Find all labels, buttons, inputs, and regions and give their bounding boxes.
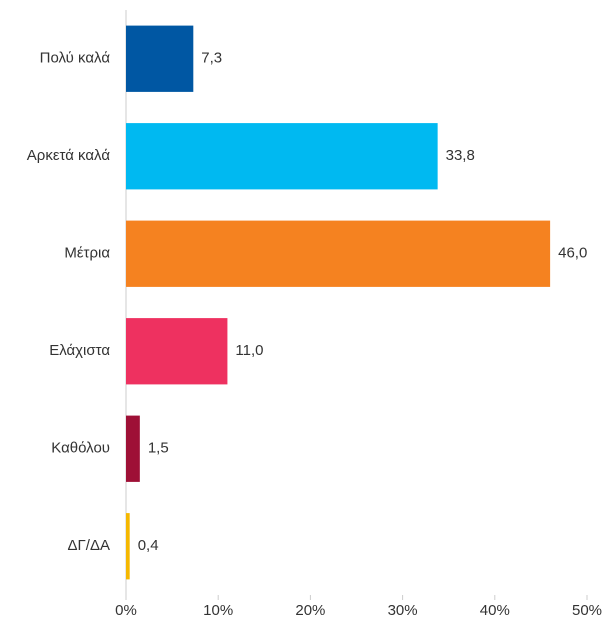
x-tick-label: 30% [388,602,418,619]
bar [126,318,228,385]
x-tick-label: 10% [203,602,233,619]
x-tick-label: 20% [295,602,325,619]
y-tick-label: Ελάχιστα [49,342,110,359]
bar [126,25,194,92]
y-tick-label: ΔΓ/ΔΑ [68,537,110,554]
value-label: 46,0 [558,245,587,262]
y-tick-label: Μέτρια [64,245,110,262]
y-tick-label: Αρκετά καλά [27,147,111,164]
x-tick-label: 0% [115,602,137,619]
bar [126,220,551,287]
value-label: 33,8 [446,147,475,164]
y-tick-label: Καθόλου [51,440,110,457]
x-tick-label: 40% [480,602,510,619]
x-tick-label: 50% [572,602,602,619]
bar [126,513,130,580]
value-label: 0,4 [138,537,159,554]
value-label: 7,3 [201,50,222,67]
y-tick-label: Πολύ καλά [40,50,111,67]
bar [126,123,438,190]
bar [126,415,140,482]
value-label: 1,5 [148,440,169,457]
value-label: 11,0 [235,342,263,359]
